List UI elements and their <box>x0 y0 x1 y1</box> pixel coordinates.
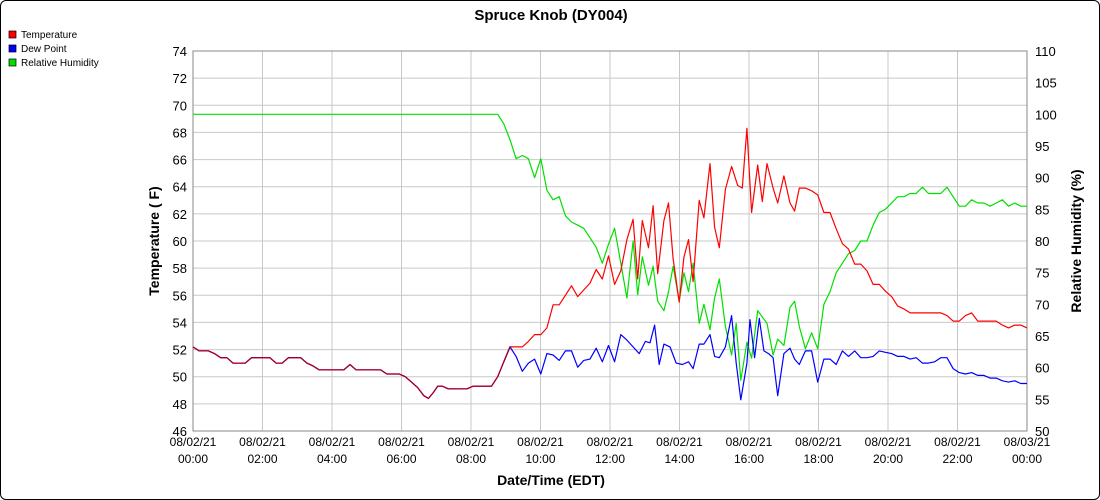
x-tick-label: 08/02/21 20:00 <box>865 435 912 466</box>
x-tick-label: 08/02/21 08:00 <box>448 435 495 466</box>
legend-swatch-temperature <box>8 30 17 39</box>
y-left-tick-label: 70 <box>173 98 187 113</box>
y-right-tick-label: 55 <box>1035 392 1049 407</box>
relative-humidity-line <box>193 113 1027 381</box>
y-right-tick-label: 110 <box>1035 44 1056 59</box>
x-tick-time: 02:00 <box>247 452 277 466</box>
x-tick-time: 18:00 <box>803 452 833 466</box>
y-right-tick-label: 90 <box>1035 171 1049 186</box>
x-tick-label: 08/02/21 12:00 <box>587 435 634 466</box>
x-tick-date: 08/02/21 <box>170 435 217 449</box>
x-tick-time: 08:00 <box>456 452 486 466</box>
legend-item-dew-point: Dew Point <box>8 44 67 55</box>
x-tick-date: 08/03/21 <box>1004 435 1051 449</box>
x-tick-date: 08/02/21 <box>587 435 634 449</box>
legend-label-relative-humidity: Relative Humidity <box>21 58 99 69</box>
y-axis-right-label: Relative Humidity (%) <box>1068 169 1084 312</box>
x-tick-label: 08/02/21 10:00 <box>517 435 564 466</box>
y-right-tick-label: 80 <box>1035 234 1049 249</box>
y-left-tick-label: 64 <box>173 180 187 195</box>
y-left-tick-label: 60 <box>173 234 187 249</box>
right-axis-ticks: 50 55 60 65 70 75 80 85 90 95 100 105 110 <box>1035 44 1057 439</box>
y-right-tick-label: 85 <box>1035 202 1049 217</box>
x-tick-time: 20:00 <box>873 452 903 466</box>
y-left-tick-label: 72 <box>173 71 187 86</box>
x-tick-label: 08/03/21 00:00 <box>1004 435 1051 466</box>
y-left-tick-label: 62 <box>173 207 187 222</box>
gridlines <box>192 50 1028 432</box>
x-tick-time: 10:00 <box>525 452 555 466</box>
y-left-tick-label: 54 <box>173 315 187 330</box>
x-tick-label: 08/02/21 22:00 <box>934 435 981 466</box>
x-tick-label: 08/02/21 16:00 <box>726 435 773 466</box>
x-tick-date: 08/02/21 <box>656 435 703 449</box>
x-tick-date: 08/02/21 <box>865 435 912 449</box>
y-right-tick-label: 70 <box>1035 297 1049 312</box>
legend-item-temperature: Temperature <box>8 30 78 41</box>
x-tick-time: 22:00 <box>942 452 972 466</box>
x-tick-time: 16:00 <box>734 452 764 466</box>
x-tick-label: 08/02/21 00:00 <box>170 435 217 466</box>
y-left-tick-label: 52 <box>173 343 187 358</box>
x-tick-time: 04:00 <box>317 452 347 466</box>
x-tick-label: 08/02/21 18:00 <box>795 435 842 466</box>
y-right-tick-label: 60 <box>1035 361 1049 376</box>
x-tick-time: 00:00 <box>178 452 208 466</box>
legend-item-relative-humidity: Relative Humidity <box>8 58 99 69</box>
y-right-tick-label: 95 <box>1035 139 1049 154</box>
legend-swatch-dew-point <box>8 44 17 53</box>
series-lines <box>192 113 1028 401</box>
x-tick-time: 06:00 <box>386 452 416 466</box>
y-left-tick-label: 68 <box>173 125 187 140</box>
chart-title: Spruce Knob (DY004) <box>474 7 627 24</box>
x-tick-label: 08/02/21 04:00 <box>309 435 356 466</box>
x-axis-label: Date/Time (EDT) <box>497 472 605 488</box>
left-axis-ticks: 46 48 50 52 54 56 58 60 62 64 66 68 70 72 74 <box>173 44 187 439</box>
x-tick-time: 12:00 <box>595 452 625 466</box>
plot-area <box>192 50 1028 432</box>
y-left-tick-label: 50 <box>173 370 187 385</box>
legend: Temperature Dew Point Relative Humidity <box>8 30 99 69</box>
y-left-tick-label: 58 <box>173 261 187 276</box>
x-tick-date: 08/02/21 <box>934 435 981 449</box>
y-left-tick-label: 48 <box>173 397 187 412</box>
y-axis-left-label: Temperature ( F) <box>146 186 162 295</box>
y-right-tick-label: 65 <box>1035 329 1049 344</box>
x-tick-date: 08/02/21 <box>517 435 564 449</box>
x-tick-label: 08/02/21 06:00 <box>378 435 425 466</box>
y-left-tick-label: 66 <box>173 153 187 168</box>
y-left-tick-label: 46 <box>173 424 187 439</box>
x-tick-date: 08/02/21 <box>309 435 356 449</box>
legend-swatch-relative-humidity <box>8 58 17 67</box>
x-tick-date: 08/02/21 <box>726 435 773 449</box>
y-right-tick-label: 50 <box>1035 424 1049 439</box>
x-tick-date: 08/02/21 <box>378 435 425 449</box>
y-right-tick-label: 105 <box>1035 76 1057 91</box>
x-tick-label: 08/02/21 14:00 <box>656 435 703 466</box>
y-left-tick-label: 74 <box>173 44 187 59</box>
x-tick-date: 08/02/21 <box>239 435 286 449</box>
legend-label-temperature: Temperature <box>21 30 78 41</box>
x-tick-time: 14:00 <box>664 452 694 466</box>
legend-label-dew-point: Dew Point <box>21 44 67 55</box>
y-right-tick-label: 100 <box>1035 107 1057 122</box>
temperature-dewpoint-overlap-line <box>192 346 511 400</box>
x-tick-date: 08/02/21 <box>795 435 842 449</box>
x-axis-ticks: 08/02/2100:0008/02/2102:0008/02/2104:000… <box>170 435 1051 466</box>
y-left-tick-label: 56 <box>173 288 187 303</box>
x-tick-label: 08/02/21 02:00 <box>239 435 286 466</box>
dew-point-line <box>503 315 1027 401</box>
x-tick-date: 08/02/21 <box>448 435 495 449</box>
x-tick-time: 00:00 <box>1012 452 1042 466</box>
y-right-tick-label: 75 <box>1035 266 1049 281</box>
